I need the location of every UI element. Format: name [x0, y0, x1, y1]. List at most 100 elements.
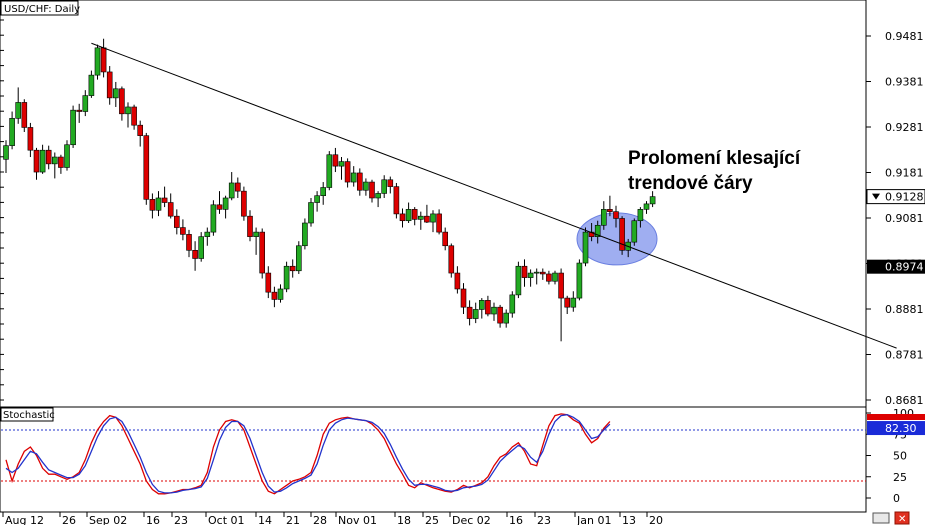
marked-price-box	[867, 259, 925, 274]
candle	[521, 259, 528, 287]
time-tick-label: 16	[146, 514, 160, 525]
candle	[527, 269, 534, 287]
time-tick-label: 20	[649, 514, 663, 525]
candle-body-down	[271, 291, 278, 300]
candle-body-up	[472, 309, 479, 319]
candle-body-up	[70, 109, 76, 146]
stochastic-tick-label: 50	[893, 450, 907, 463]
time-axis: Aug 12 26 Sep 02 16 23 Oct 01 14 21 28 Nov 01 18 25…	[2, 512, 663, 525]
candle-body-down	[143, 135, 150, 200]
current-price-arrow-icon	[872, 193, 880, 200]
candle-body-down	[454, 272, 461, 290]
close-button[interactable]	[894, 511, 910, 525]
candle-body-up	[405, 209, 412, 222]
candle-body-up	[430, 213, 436, 223]
candle-body-up	[82, 95, 89, 112]
candle	[277, 284, 284, 303]
candle	[222, 195, 229, 219]
candle	[216, 191, 223, 214]
candle	[619, 216, 625, 255]
candle	[503, 309, 510, 328]
stochastic-plot-frame	[0, 406, 867, 513]
candle	[600, 201, 607, 230]
candle	[15, 87, 21, 124]
candle-body-up	[15, 102, 21, 119]
candle	[51, 152, 58, 179]
candle-body-up	[381, 179, 388, 194]
candle-body-up	[302, 222, 308, 247]
breakout-highlight	[576, 212, 658, 266]
annotation-line-2: trendové čáry	[628, 173, 753, 194]
candle-body-down	[137, 124, 143, 136]
stochastic-d-line	[5, 414, 611, 494]
candle	[344, 158, 351, 188]
candle	[167, 193, 174, 219]
candle	[241, 186, 247, 221]
candle-body-up	[253, 231, 259, 237]
candle	[33, 147, 40, 180]
candle	[308, 197, 314, 227]
candle-body-up	[3, 145, 9, 160]
candle-body-down	[558, 272, 564, 299]
candle	[338, 157, 345, 180]
candle-body-up	[320, 187, 327, 197]
candle	[375, 191, 381, 208]
stochastic-lines	[1, 413, 866, 495]
candle-body-up	[527, 272, 534, 278]
candle-body-down	[247, 215, 253, 237]
candle-body-down	[369, 181, 375, 199]
candle-body-up	[204, 231, 211, 237]
time-tick-label: 18	[397, 514, 411, 525]
candle	[21, 99, 28, 133]
candle	[289, 259, 296, 278]
candle-body-down	[387, 179, 394, 187]
candle-body-up	[417, 215, 424, 220]
annotation-line-1: Prolomení klesající	[628, 148, 801, 169]
candle-body-down	[265, 272, 272, 293]
price-tick-label: 0.8681	[885, 394, 924, 407]
candle	[283, 261, 290, 293]
candle	[247, 210, 253, 242]
candle	[137, 120, 143, 147]
candle-body-up	[576, 262, 583, 299]
candle	[552, 270, 558, 285]
price-tick-label: 0.9481	[885, 30, 924, 43]
candle-body-down	[100, 47, 107, 73]
candle-body-up	[314, 195, 320, 203]
candle-body-up	[228, 182, 235, 199]
candle	[58, 154, 64, 174]
candle-body-down	[399, 213, 406, 222]
candle-body-down	[33, 149, 40, 173]
candle	[649, 191, 656, 208]
candle	[631, 218, 638, 246]
candle-body-up	[552, 272, 558, 282]
stochastic-value-box	[867, 421, 925, 436]
candle	[478, 298, 485, 319]
candle	[564, 295, 571, 315]
candle	[253, 227, 259, 255]
candle	[356, 168, 363, 196]
candle-body-up	[210, 204, 217, 233]
scroll-left-button[interactable]	[872, 512, 890, 524]
candle-body-down	[332, 154, 339, 167]
candle	[131, 104, 137, 130]
candle	[259, 228, 266, 279]
candle-body-up	[113, 88, 119, 99]
candle-body-down	[216, 204, 223, 210]
candle-body-down	[45, 149, 52, 165]
time-tick-label: Nov 01	[338, 514, 377, 525]
candle	[387, 176, 394, 194]
candle-body-down	[27, 127, 34, 151]
main-title-box	[0, 0, 79, 16]
candle	[582, 227, 589, 267]
candle	[497, 304, 503, 328]
stochastic-value-label: 82.30	[885, 422, 917, 435]
candle-body-up	[503, 312, 510, 324]
candle-body-down	[424, 215, 430, 223]
candle-body-up	[283, 265, 290, 290]
candle-body-down	[119, 88, 125, 115]
candle-body-up	[637, 209, 644, 222]
candle-body-down	[289, 265, 296, 272]
candle	[192, 241, 198, 271]
candle	[405, 202, 412, 224]
